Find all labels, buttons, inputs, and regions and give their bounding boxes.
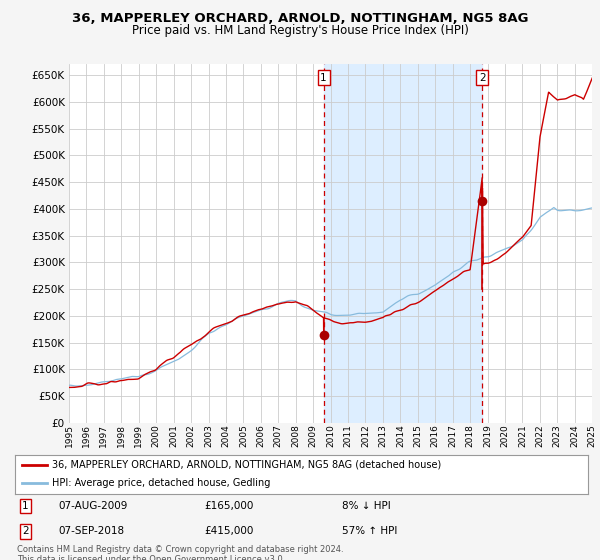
Text: Price paid vs. HM Land Registry's House Price Index (HPI): Price paid vs. HM Land Registry's House …	[131, 24, 469, 37]
Text: Contains HM Land Registry data © Crown copyright and database right 2024.
This d: Contains HM Land Registry data © Crown c…	[17, 545, 343, 560]
Text: 8% ↓ HPI: 8% ↓ HPI	[341, 501, 391, 511]
Text: 07-AUG-2009: 07-AUG-2009	[58, 501, 127, 511]
Text: 36, MAPPERLEY ORCHARD, ARNOLD, NOTTINGHAM, NG5 8AG: 36, MAPPERLEY ORCHARD, ARNOLD, NOTTINGHA…	[72, 12, 528, 25]
Text: HPI: Average price, detached house, Gedling: HPI: Average price, detached house, Gedl…	[52, 478, 271, 488]
Text: 2: 2	[479, 73, 485, 83]
Text: 2: 2	[22, 526, 29, 536]
Bar	[323, 64, 482, 423]
Text: £165,000: £165,000	[204, 501, 253, 511]
Text: 1: 1	[320, 73, 327, 83]
Text: 36, MAPPERLEY ORCHARD, ARNOLD, NOTTINGHAM, NG5 8AG (detached house): 36, MAPPERLEY ORCHARD, ARNOLD, NOTTINGHA…	[52, 460, 442, 469]
Text: 07-SEP-2018: 07-SEP-2018	[58, 526, 124, 536]
Text: £415,000: £415,000	[204, 526, 253, 536]
Text: 1: 1	[22, 501, 29, 511]
Text: 57% ↑ HPI: 57% ↑ HPI	[341, 526, 397, 536]
